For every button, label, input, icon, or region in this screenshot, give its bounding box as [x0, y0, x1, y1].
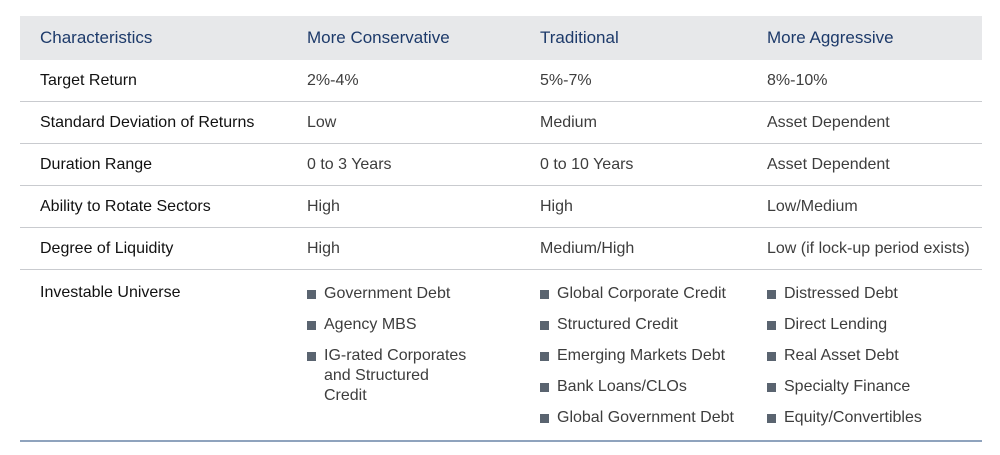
cell-aggressive: Low/Medium	[767, 197, 858, 215]
cell-conservative: High	[307, 197, 340, 215]
cell-traditional: 5%-7%	[540, 71, 592, 89]
header-traditional: Traditional	[540, 28, 619, 47]
table-row: Target Return 2%-4% 5%-7% 8%-10%	[20, 60, 982, 101]
list-item: IG-rated Corporates and Structured Credi…	[307, 346, 540, 404]
square-bullet-icon	[540, 383, 549, 392]
cell-traditional: 0 to 10 Years	[540, 155, 634, 173]
header-more-aggressive: More Aggressive	[767, 28, 894, 47]
traditional-universe-list: Global Corporate Credit Structured Credi…	[540, 284, 767, 439]
cell-traditional: Medium	[540, 113, 597, 131]
cell-conservative: 2%-4%	[307, 71, 359, 89]
aggressive-universe-list: Distressed Debt Direct Lending Real Asse…	[767, 284, 982, 439]
investable-universe-row: Investable Universe Government Debt Agen…	[20, 269, 982, 429]
square-bullet-icon	[307, 321, 316, 330]
square-bullet-icon	[767, 383, 776, 392]
list-item: Real Asset Debt	[767, 346, 982, 377]
comparison-table: Characteristics More Conservative Tradit…	[20, 16, 982, 429]
square-bullet-icon	[767, 414, 776, 423]
table-row: Duration Range 0 to 3 Years 0 to 10 Year…	[20, 143, 982, 185]
cell-aggressive: Asset Dependent	[767, 113, 890, 131]
square-bullet-icon	[307, 290, 316, 299]
table-row: Standard Deviation of Returns Low Medium…	[20, 101, 982, 143]
table-row: Ability to Rotate Sectors High High Low/…	[20, 185, 982, 227]
row-label: Target Return	[40, 71, 137, 89]
square-bullet-icon	[540, 290, 549, 299]
cell-aggressive: Low (if lock-up period exists)	[767, 239, 970, 257]
conservative-universe-list: Government Debt Agency MBS IG-rated Corp…	[307, 284, 540, 404]
cell-conservative: High	[307, 239, 340, 257]
list-item: Global Corporate Credit	[540, 284, 767, 315]
cell-conservative: Low	[307, 113, 337, 131]
bottom-divider	[20, 440, 982, 442]
cell-traditional: Medium/High	[540, 239, 635, 257]
list-item: Emerging Markets Debt	[540, 346, 767, 377]
list-item: Specialty Finance	[767, 377, 982, 408]
square-bullet-icon	[540, 321, 549, 330]
row-label: Investable Universe	[40, 284, 181, 301]
list-item: Agency MBS	[307, 315, 540, 346]
row-label: Standard Deviation of Returns	[40, 113, 255, 131]
list-item: Structured Credit	[540, 315, 767, 346]
square-bullet-icon	[767, 290, 776, 299]
list-item: Global Government Debt	[540, 408, 767, 439]
list-item: Direct Lending	[767, 315, 982, 346]
square-bullet-icon	[540, 414, 549, 423]
row-label: Ability to Rotate Sectors	[40, 197, 211, 215]
cell-aggressive: Asset Dependent	[767, 155, 890, 173]
square-bullet-icon	[540, 352, 549, 361]
square-bullet-icon	[767, 352, 776, 361]
list-item: Equity/Convertibles	[767, 408, 982, 439]
list-item: Distressed Debt	[767, 284, 982, 315]
cell-conservative: 0 to 3 Years	[307, 155, 392, 173]
row-label: Degree of Liquidity	[40, 239, 174, 257]
header-more-conservative: More Conservative	[307, 28, 450, 47]
cell-aggressive: 8%-10%	[767, 71, 828, 89]
square-bullet-icon	[767, 321, 776, 330]
row-label: Duration Range	[40, 155, 153, 173]
table-header: Characteristics More Conservative Tradit…	[20, 16, 982, 60]
header-characteristics: Characteristics	[40, 28, 153, 47]
list-item: Government Debt	[307, 284, 540, 315]
square-bullet-icon	[307, 352, 316, 361]
table-row: Degree of Liquidity High Medium/High Low…	[20, 227, 982, 269]
cell-traditional: High	[540, 197, 573, 215]
list-item: Bank Loans/CLOs	[540, 377, 767, 408]
